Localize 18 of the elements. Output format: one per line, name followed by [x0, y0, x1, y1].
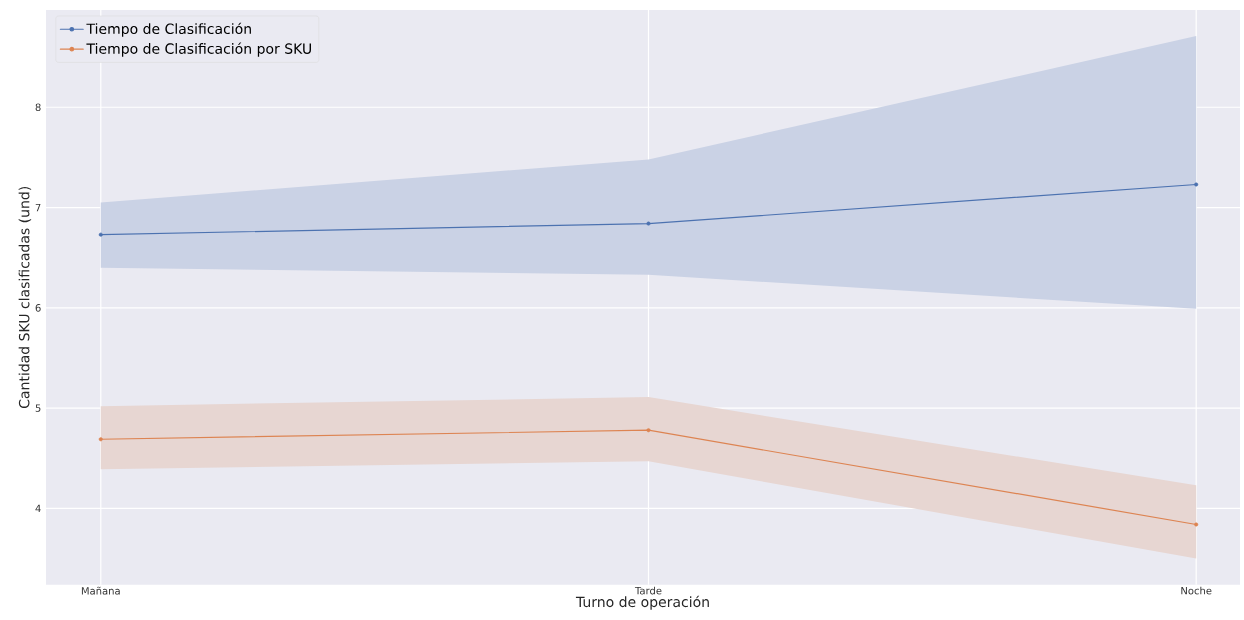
x-tick-label: Mañana — [81, 586, 120, 595]
point — [1194, 182, 1199, 187]
y-tick-label: 6 — [35, 304, 41, 312]
y-tick-label: 7 — [35, 203, 41, 212]
y-tick-label: 8 — [35, 103, 41, 112]
legend-label: Tiempo de Clasificación — [86, 22, 251, 37]
x-tick-label: Tarde — [634, 586, 662, 595]
point — [1194, 522, 1199, 527]
point — [98, 437, 103, 442]
y-tick-label: 5 — [35, 404, 41, 412]
y-tick-label: 4 — [35, 504, 41, 513]
x-axis-title: Turno de operación — [575, 595, 709, 610]
point — [646, 428, 651, 433]
legend-label: Tiempo de Clasificación por SKU — [86, 42, 311, 57]
point — [646, 221, 651, 226]
x-tick-label: Noche — [1181, 586, 1212, 595]
y-axis-title: Cantidad SKU clasificadas (und) — [18, 186, 32, 409]
point — [98, 232, 103, 237]
